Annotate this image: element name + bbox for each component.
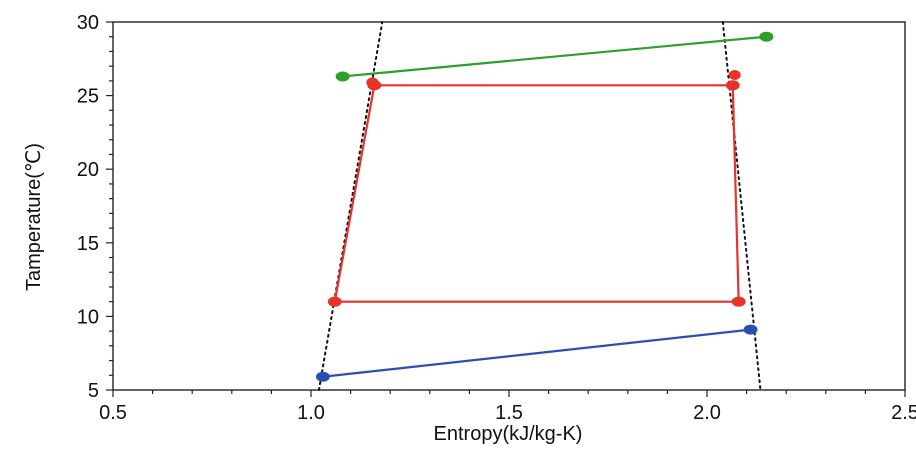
x-axis: 0.5 1.0 1.5 2.0 2.5 bbox=[99, 390, 916, 424]
red-point bbox=[731, 296, 746, 307]
red-point bbox=[725, 80, 740, 91]
red-point bbox=[728, 69, 741, 80]
dome-line-left bbox=[317, 21, 384, 391]
x-tick-label: 1.5 bbox=[495, 402, 523, 424]
x-axis-title: Entropy(kJ/kg-K) bbox=[434, 423, 583, 445]
plot-frame bbox=[112, 21, 906, 391]
y-tick-label: 10 bbox=[77, 306, 99, 328]
x-tick-label: 0.5 bbox=[99, 402, 127, 424]
y-tick-label: 15 bbox=[77, 233, 99, 255]
red-point bbox=[327, 296, 342, 307]
y-tick-label: 25 bbox=[77, 86, 99, 108]
y-axis-title: Tamperature(℃) bbox=[23, 143, 45, 291]
blue-series-line bbox=[322, 328, 751, 378]
x-tick-label: 2.0 bbox=[693, 402, 721, 424]
dome-line-right bbox=[721, 21, 762, 391]
x-tick-label: 1.0 bbox=[297, 402, 325, 424]
green-point bbox=[335, 71, 350, 82]
green-series-line bbox=[342, 35, 767, 78]
plot-area bbox=[112, 21, 906, 391]
green-point bbox=[759, 31, 774, 42]
y-tick-label: 20 bbox=[77, 159, 99, 181]
y-axis: 5 10 15 20 25 30 bbox=[77, 12, 113, 402]
y-tick-label: 30 bbox=[77, 12, 99, 34]
y-tick-label: 5 bbox=[88, 380, 99, 402]
red-point bbox=[366, 77, 379, 88]
x-tick-label: 2.5 bbox=[891, 402, 916, 424]
data-series bbox=[315, 31, 774, 382]
blue-point bbox=[315, 371, 330, 382]
blue-point bbox=[743, 324, 758, 335]
red-series-line bbox=[333, 84, 740, 303]
